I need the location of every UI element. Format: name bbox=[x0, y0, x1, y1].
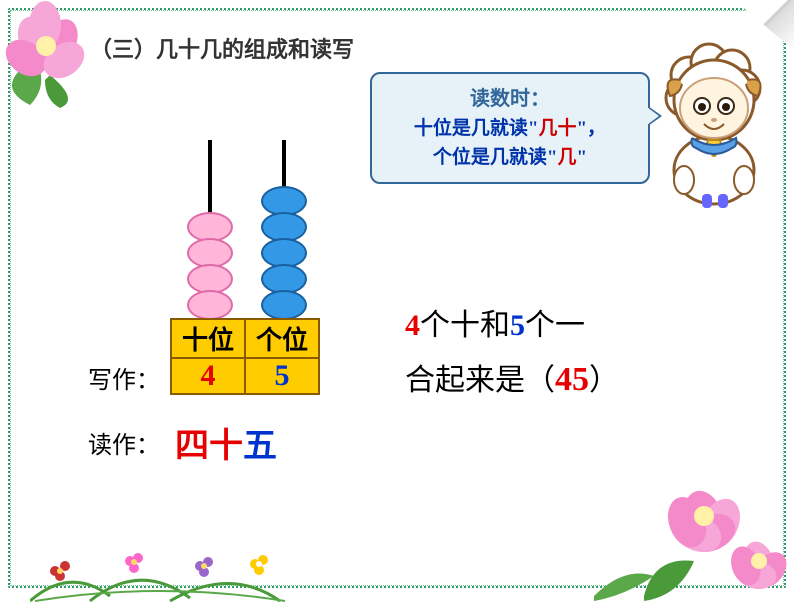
sheep-character bbox=[654, 30, 774, 210]
bead-ones bbox=[261, 290, 307, 320]
flowers-bottom-left bbox=[30, 506, 290, 606]
bubble-line-2: 个位是几就读"几" bbox=[382, 144, 638, 173]
flower-bottom-right bbox=[584, 446, 794, 606]
bubble-line-1: 十位是几就读"几十"， bbox=[382, 115, 638, 144]
read-label: 读作： bbox=[88, 425, 160, 460]
write-label: 写作： bbox=[88, 360, 160, 395]
abacus: 十位 个位 4 5 bbox=[170, 140, 330, 370]
ones-digit: 5 bbox=[245, 358, 319, 394]
bubble-heading: 读数时： bbox=[382, 82, 638, 111]
section-title: （三）几十几的组成和读写 bbox=[90, 32, 354, 64]
place-value-table: 十位 个位 4 5 bbox=[170, 318, 320, 395]
bead-tens bbox=[187, 290, 233, 320]
ones-header: 个位 bbox=[245, 319, 319, 358]
read-value: 四十五 bbox=[175, 418, 277, 467]
composition-text: 4个十和5个一 合起来是（45） bbox=[405, 300, 619, 409]
tens-digit: 4 bbox=[171, 358, 245, 394]
reading-rule-bubble: 读数时： 十位是几就读"几十"， 个位是几就读"几" bbox=[370, 72, 650, 184]
tens-header: 十位 bbox=[171, 319, 245, 358]
